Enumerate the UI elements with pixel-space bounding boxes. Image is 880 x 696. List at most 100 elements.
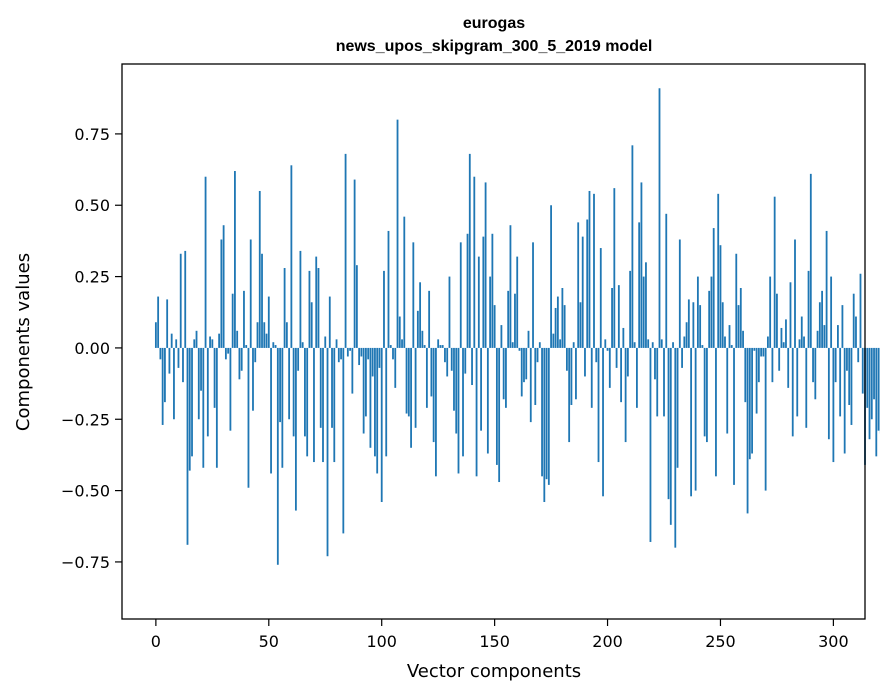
bar-1 (157, 296, 160, 348)
bar-92 (362, 347, 365, 434)
bar-170 (538, 342, 541, 348)
bar-195 (595, 347, 598, 363)
bar-9 (175, 339, 178, 348)
bar-107 (396, 119, 399, 348)
bar-148 (489, 276, 492, 348)
bar-236 (687, 299, 690, 348)
bar-211 (631, 145, 634, 348)
bar-41 (247, 347, 250, 488)
bar-78 (331, 347, 333, 428)
bar-304 (841, 305, 844, 348)
bar-294 (818, 302, 821, 348)
bar-292 (814, 347, 817, 400)
bar-35 (234, 171, 236, 348)
bar-79 (333, 347, 336, 463)
bar-204 (615, 347, 618, 368)
bar-139 (468, 153, 471, 348)
bar-296 (823, 325, 826, 348)
bar-36 (236, 330, 239, 348)
bar-273 (771, 347, 774, 383)
bar-254 (728, 325, 731, 348)
bar-238 (692, 302, 695, 348)
bar-19 (197, 347, 200, 420)
bar-182 (565, 347, 568, 371)
bar-302 (837, 325, 839, 348)
bar-210 (629, 270, 632, 348)
bar-299 (830, 276, 833, 348)
bar-200 (606, 347, 609, 351)
bar-219 (649, 347, 652, 542)
bar-159 (514, 293, 516, 348)
bar-50 (267, 296, 270, 348)
bar-180 (561, 288, 564, 348)
bar-69 (310, 302, 313, 348)
bar-218 (647, 339, 650, 348)
bar-13 (184, 250, 187, 348)
bar-30 (222, 225, 225, 348)
bar-260 (742, 330, 744, 348)
bar-226 (665, 213, 668, 348)
bar-16 (191, 347, 193, 457)
bar-153 (500, 325, 503, 348)
bar-246 (710, 276, 713, 348)
bar-118 (421, 330, 424, 348)
bar-27 (215, 347, 218, 468)
bar-228 (669, 347, 672, 525)
y-tick-label: −0.75 (61, 553, 110, 572)
bar-102 (385, 347, 388, 457)
bar-191 (586, 219, 589, 348)
bar-74 (322, 347, 324, 463)
bar-108 (398, 316, 401, 348)
bar-199 (604, 339, 607, 348)
bar-96 (371, 347, 374, 377)
bar-165 (527, 330, 530, 348)
bar-154 (502, 347, 505, 400)
bar-243 (703, 347, 706, 437)
chart-subtitle: news_upos_skipgram_300_5_2019 model (336, 38, 653, 55)
bar-261 (744, 347, 747, 403)
bar-48 (263, 322, 266, 348)
bar-37 (238, 347, 241, 380)
bar-306 (846, 347, 848, 371)
bar-143 (477, 256, 480, 348)
bar-131 (450, 347, 453, 371)
bar-309 (852, 293, 855, 348)
bar-66 (304, 347, 306, 437)
bar-256 (733, 347, 735, 485)
bar-145 (482, 236, 485, 348)
bar-110 (403, 216, 406, 348)
bar-320 (877, 347, 880, 431)
bar-45 (256, 322, 259, 348)
bar-12 (182, 347, 184, 383)
bar-171 (541, 347, 543, 477)
bar-38 (240, 347, 243, 371)
bar-249 (717, 193, 720, 348)
x-tick-label: 250 (705, 632, 736, 651)
bar-105 (392, 347, 394, 360)
bar-5 (166, 299, 169, 348)
bar-56 (281, 347, 284, 468)
bar-166 (529, 347, 532, 423)
bar-101 (383, 270, 385, 348)
bar-111 (405, 347, 408, 414)
bar-73 (319, 347, 322, 428)
bar-161 (518, 347, 521, 351)
bar-2 (159, 347, 162, 360)
bar-81 (337, 347, 340, 363)
bar-28 (218, 333, 221, 348)
bar-176 (552, 333, 555, 348)
bar-192 (588, 190, 591, 348)
bar-146 (484, 182, 487, 348)
bar-104 (389, 345, 392, 348)
bar-208 (624, 347, 627, 443)
bar-98 (376, 347, 379, 474)
bar-100 (380, 347, 383, 503)
bar-223 (658, 88, 661, 348)
bar-136 (462, 347, 464, 457)
bar-282 (791, 347, 794, 437)
bar-67 (306, 347, 309, 457)
bar-317 (870, 347, 873, 420)
x-tick-label: 100 (366, 632, 397, 651)
bar-185 (572, 342, 575, 348)
y-axis-label: Components values (13, 253, 34, 431)
